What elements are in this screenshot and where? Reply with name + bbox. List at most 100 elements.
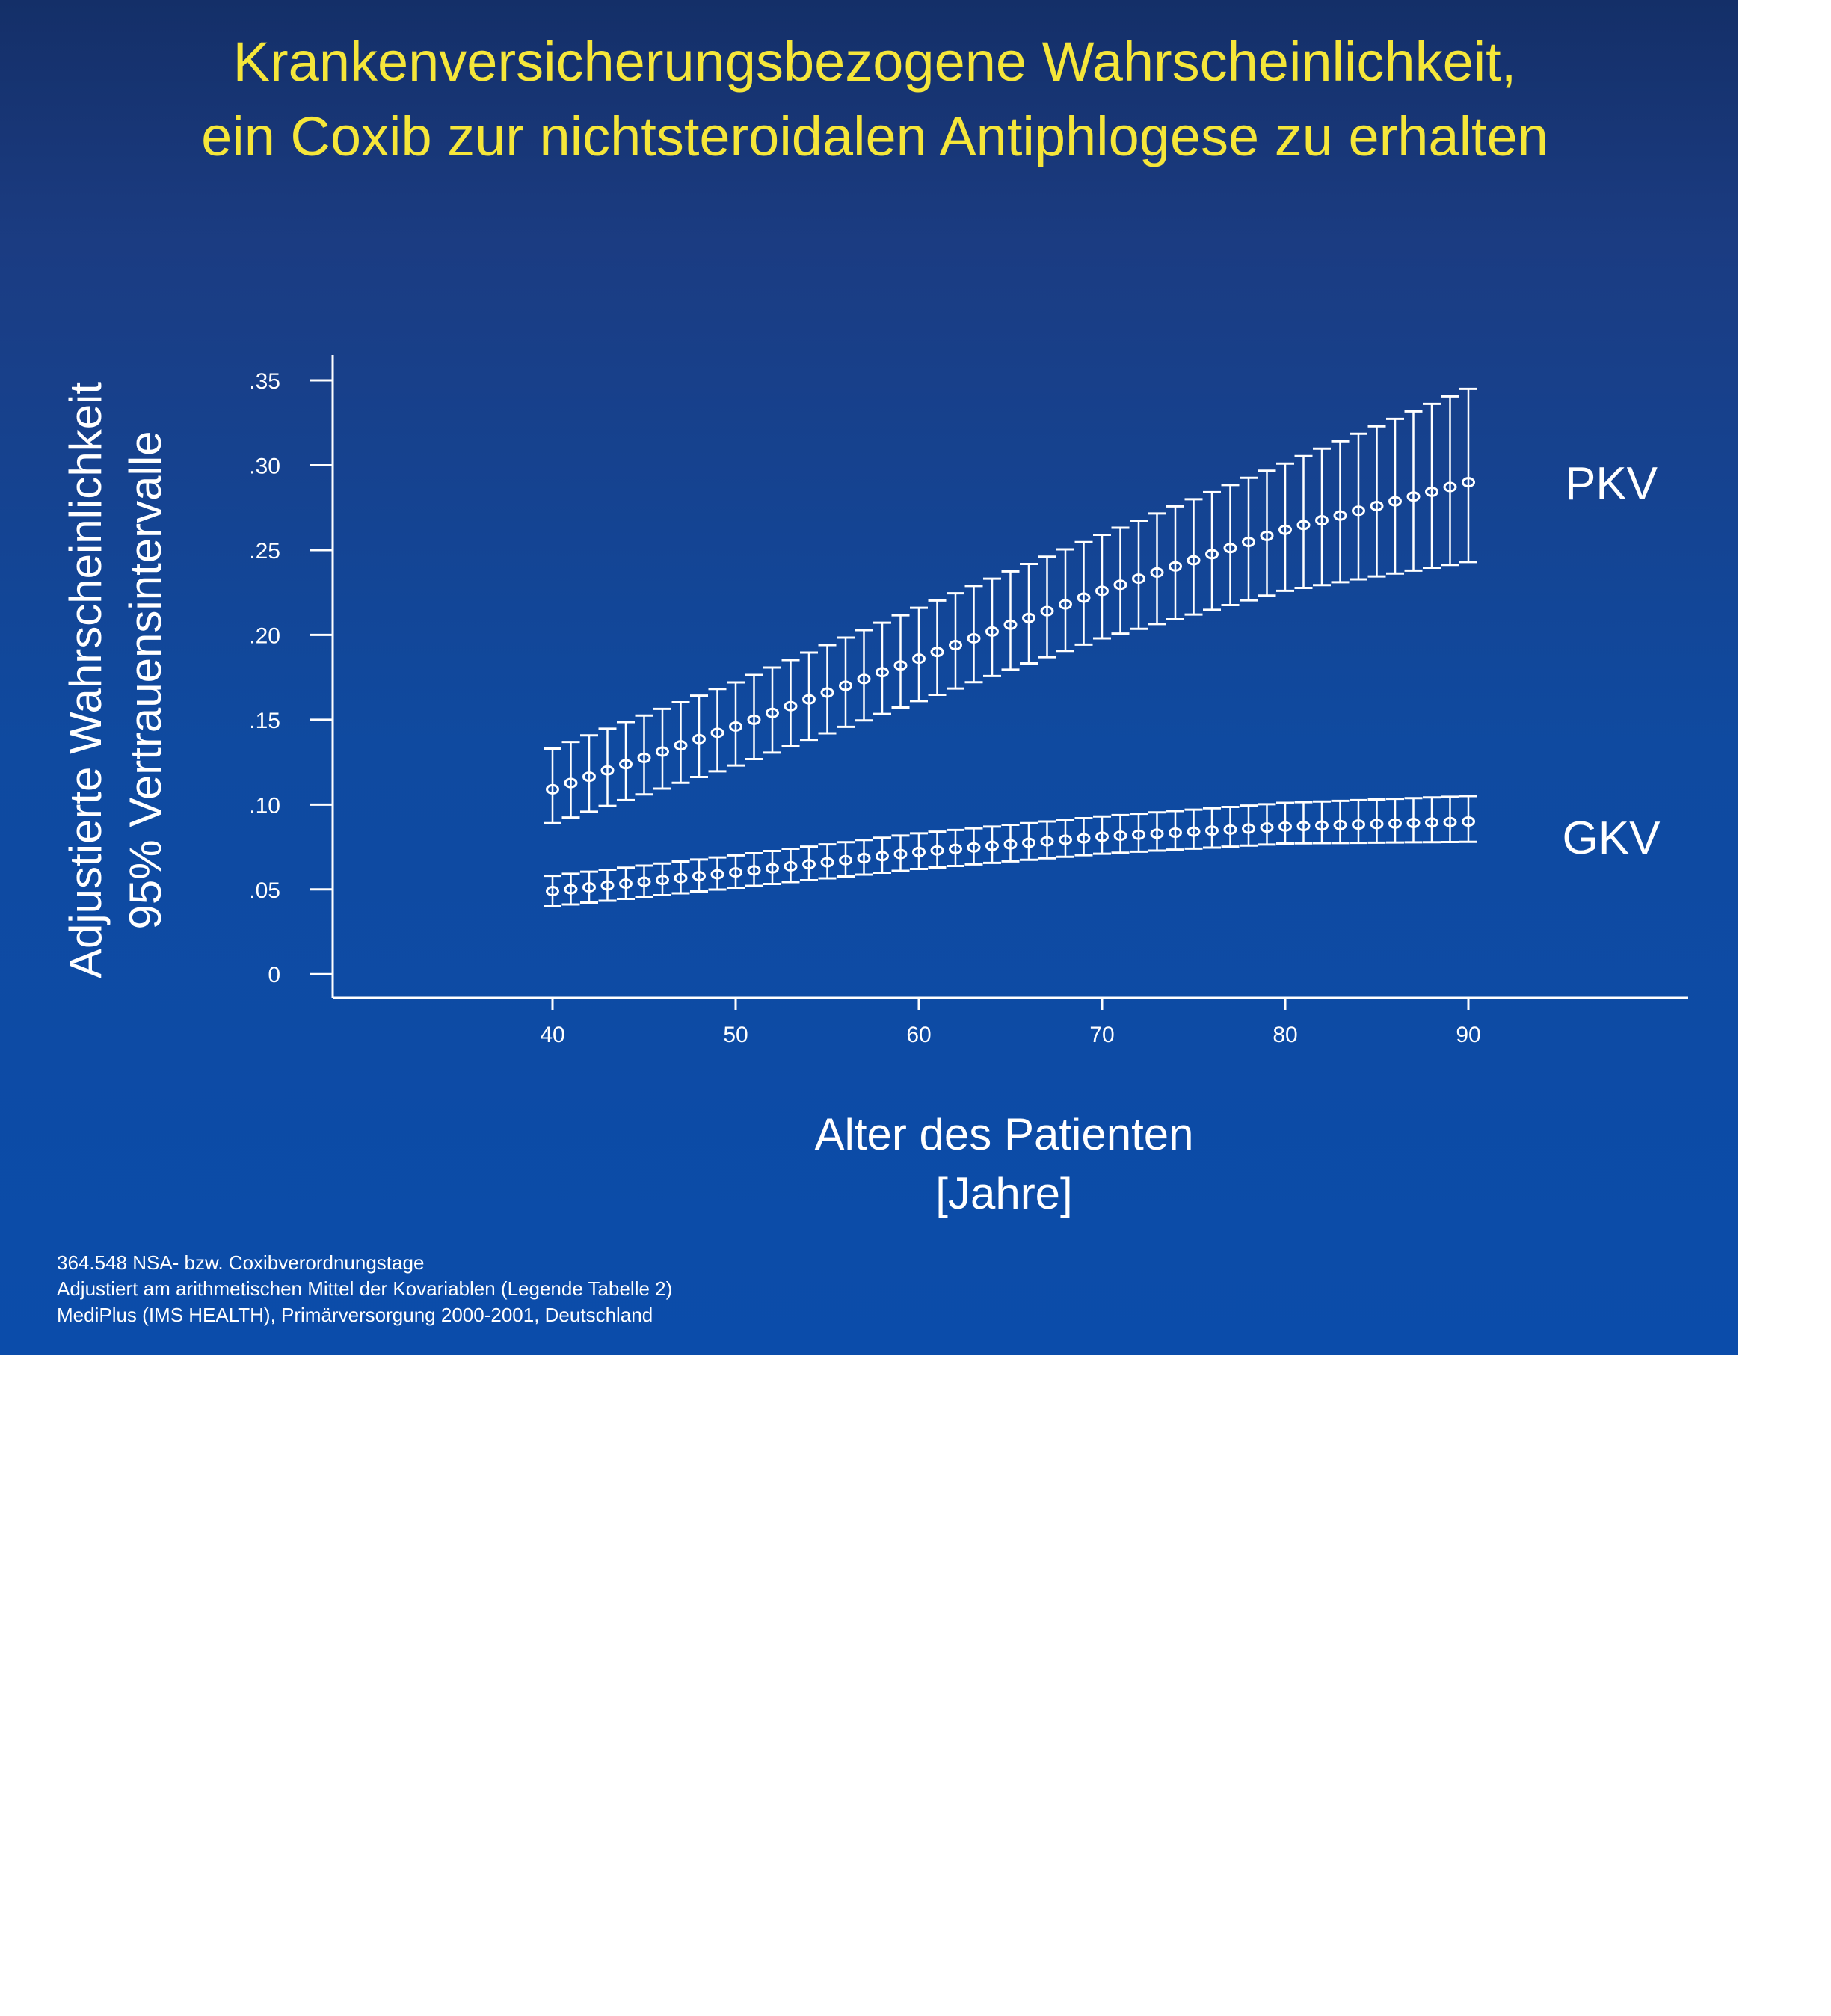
- point-pkv: [912, 653, 926, 665]
- point-pkv: [1242, 537, 1255, 548]
- point-gkv: [1022, 837, 1035, 848]
- point-pkv: [1077, 592, 1091, 603]
- point-gkv: [1242, 823, 1255, 834]
- point-pkv: [747, 714, 761, 725]
- point-pkv: [784, 700, 798, 712]
- point-pkv: [1223, 543, 1237, 554]
- point-gkv: [1132, 829, 1145, 840]
- point-gkv: [564, 884, 578, 895]
- point-gkv: [1352, 819, 1365, 830]
- point-pkv: [930, 647, 944, 658]
- point-pkv: [1003, 619, 1018, 630]
- point-gkv: [600, 880, 615, 891]
- point-pkv: [692, 733, 706, 745]
- point-pkv: [820, 687, 834, 698]
- point-gkv: [656, 875, 669, 886]
- point-pkv: [564, 777, 578, 789]
- point-gkv: [710, 869, 724, 880]
- y-tick-label: .15: [249, 709, 280, 733]
- point-pkv: [1040, 605, 1054, 617]
- point-gkv: [1059, 834, 1072, 845]
- point-pkv: [802, 694, 816, 705]
- y-tick-label: .25: [249, 539, 280, 564]
- y-tick-label: .05: [249, 878, 280, 903]
- point-gkv: [1406, 818, 1421, 829]
- point-gkv: [1462, 816, 1475, 827]
- point-pkv: [1205, 549, 1219, 560]
- point-pkv: [619, 759, 633, 770]
- y-tick-label: .20: [249, 623, 280, 648]
- point-gkv: [893, 848, 908, 860]
- point-pkv: [839, 680, 852, 691]
- point-gkv: [747, 865, 761, 876]
- point-gkv: [1040, 836, 1054, 847]
- point-pkv: [1022, 612, 1035, 623]
- point-pkv: [1388, 496, 1402, 507]
- x-axis-title-line-1: Alter des Patienten: [815, 1109, 1194, 1159]
- series-gkv: [544, 795, 1477, 907]
- point-pkv: [674, 740, 688, 751]
- point-gkv: [766, 863, 779, 874]
- point-pkv: [1150, 567, 1164, 578]
- point-pkv: [985, 626, 999, 637]
- point-pkv: [637, 752, 651, 763]
- y-tick-label: .10: [249, 793, 280, 818]
- point-pkv: [1187, 555, 1201, 566]
- point-gkv: [1169, 827, 1182, 838]
- point-gkv: [985, 840, 999, 851]
- x-tick-label: 90: [1456, 1023, 1480, 1047]
- point-pkv: [546, 783, 559, 795]
- point-gkv: [729, 867, 742, 878]
- y-tick-label: .35: [249, 369, 280, 394]
- point-pkv: [1296, 520, 1311, 531]
- point-pkv: [729, 721, 742, 732]
- point-gkv: [1187, 826, 1201, 837]
- point-pkv: [1059, 599, 1072, 610]
- point-pkv: [1425, 486, 1438, 497]
- point-gkv: [1333, 819, 1347, 830]
- point-pkv: [1370, 500, 1384, 511]
- y-axis-title-line-2: 95% Vertrauensintervalle: [120, 431, 170, 929]
- point-pkv: [1443, 481, 1457, 493]
- y-tick-label: 0: [268, 963, 280, 987]
- point-gkv: [1095, 831, 1109, 842]
- point-gkv: [839, 854, 852, 866]
- point-gkv: [1223, 824, 1237, 835]
- point-gkv: [1370, 819, 1384, 830]
- point-gkv: [546, 886, 559, 897]
- point-pkv: [967, 632, 981, 644]
- point-gkv: [820, 857, 834, 868]
- slide: Krankenversicherungsbezogene Wahrscheinl…: [0, 0, 1738, 1355]
- y-tick-label: .30: [249, 454, 280, 478]
- point-gkv: [1278, 821, 1292, 832]
- x-axis-title-line-2: [Jahre]: [935, 1168, 1072, 1218]
- series-label-gkv: GKV: [1563, 813, 1661, 864]
- point-pkv: [1260, 530, 1274, 541]
- point-pkv: [857, 673, 871, 685]
- x-tick-label: 60: [906, 1023, 931, 1047]
- point-gkv: [674, 872, 688, 884]
- point-pkv: [1095, 585, 1109, 597]
- point-gkv: [1205, 825, 1219, 836]
- point-pkv: [1352, 505, 1365, 517]
- point-pkv: [710, 727, 724, 739]
- footnote-1: 364.548 NSA- bzw. Coxibverordnungstage: [57, 1251, 424, 1274]
- point-gkv: [912, 846, 926, 857]
- point-pkv: [600, 765, 615, 776]
- point-gkv: [1425, 817, 1438, 828]
- point-pkv: [893, 660, 908, 671]
- point-pkv: [1278, 524, 1292, 535]
- plot-area: 0 .05 .10 .15 .20 .25 .30 .35 40 50 60 70 80 90: [249, 355, 1688, 1047]
- point-pkv: [949, 640, 962, 651]
- x-tick-label: 70: [1089, 1023, 1114, 1047]
- point-gkv: [692, 871, 706, 882]
- point-gkv: [637, 876, 651, 887]
- series-pkv: [544, 387, 1477, 824]
- point-gkv: [1296, 821, 1311, 832]
- x-tick-label: 50: [723, 1023, 748, 1047]
- y-axis-title-line-1: Adjustierte Wahrscheinlichkeit: [61, 382, 111, 978]
- point-gkv: [1077, 833, 1091, 844]
- title-line-1: Krankenversicherungsbezogene Wahrscheinl…: [233, 31, 1517, 93]
- point-gkv: [1150, 828, 1164, 839]
- footnote-2: Adjustiert am arithmetischen Mittel der …: [57, 1277, 672, 1300]
